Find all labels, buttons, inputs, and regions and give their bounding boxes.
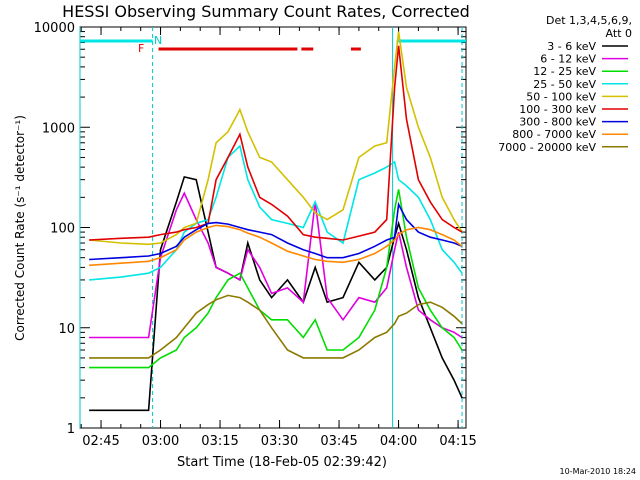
legend-label: 25 - 50 keV bbox=[533, 78, 596, 91]
series-line bbox=[89, 201, 463, 261]
series-line bbox=[89, 191, 463, 339]
y-tick-label: 1 bbox=[67, 422, 75, 437]
y-tick-label: 10000 bbox=[34, 21, 75, 36]
y-tick-label: 100 bbox=[50, 222, 75, 237]
legend-label: 50 - 100 keV bbox=[526, 90, 596, 103]
legend-label: 100 - 300 keV bbox=[519, 103, 596, 116]
x-tick-label: 04:15 bbox=[439, 434, 476, 449]
legend-label: 7000 - 20000 keV bbox=[498, 141, 596, 154]
timestamp: 10-Mar-2010 18:24 bbox=[560, 467, 637, 476]
x-tick-label: 03:30 bbox=[261, 434, 298, 449]
y-axis-label: Corrected Count Rate (s⁻¹ detector⁻¹) bbox=[13, 115, 27, 341]
axis-ticks: 02:45 03:00 03:15 03:30 03:45 04:00 04:15 1 10 10… bbox=[34, 21, 477, 449]
series-line bbox=[89, 31, 463, 246]
chart-title: HESSI Observing Summary Count Rates, Cor… bbox=[62, 2, 470, 21]
x-tick-label: 02:45 bbox=[82, 434, 119, 449]
x-tick-label: 03:45 bbox=[320, 434, 357, 449]
legend-label: 800 - 7000 keV bbox=[512, 128, 596, 141]
flare-flag-label: F bbox=[138, 42, 144, 55]
legend-label: 300 - 800 keV bbox=[519, 116, 596, 129]
y-tick-label: 1000 bbox=[42, 121, 75, 136]
legend-title: Det 1,3,4,5,6,9, bbox=[546, 14, 632, 27]
series-line bbox=[89, 175, 463, 412]
x-axis-label: Start Time (18-Feb-05 02:39:42) bbox=[177, 455, 387, 470]
legend-label: 3 - 6 keV bbox=[547, 40, 596, 53]
series-line bbox=[89, 45, 463, 241]
x-tick-label: 04:00 bbox=[380, 434, 417, 449]
x-tick-label: 03:15 bbox=[201, 434, 238, 449]
series-lines bbox=[89, 31, 463, 412]
legend-subtitle: Att 0 bbox=[606, 27, 632, 40]
legend-label: 12 - 25 keV bbox=[533, 65, 596, 78]
series-line bbox=[89, 294, 463, 359]
legend-label: 6 - 12 keV bbox=[540, 53, 596, 66]
series-line bbox=[89, 224, 463, 267]
x-tick-label: 03:00 bbox=[142, 434, 179, 449]
y-tick-label: 10 bbox=[58, 322, 75, 337]
night-flag-label: N bbox=[154, 34, 162, 47]
series-line bbox=[89, 189, 463, 369]
flag-bars bbox=[80, 39, 466, 51]
